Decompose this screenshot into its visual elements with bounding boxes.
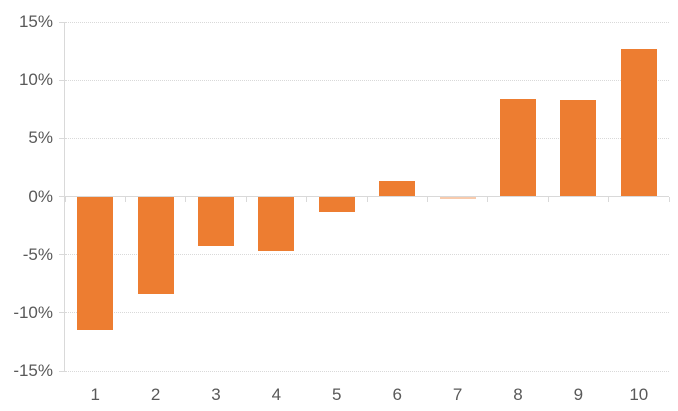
y-axis-label: 0% — [28, 186, 53, 206]
y-axis-tick — [59, 196, 65, 197]
x-axis-label: 10 — [629, 385, 649, 404]
x-axis-label: 9 — [573, 385, 584, 404]
y-axis-label: -10% — [13, 302, 53, 322]
y-axis-label: 15% — [18, 12, 53, 31]
bar-5 — [318, 197, 355, 213]
bar-10 — [620, 48, 657, 197]
gridline--10% — [65, 312, 669, 314]
x-axis-label: 8 — [513, 385, 523, 404]
x-axis-tick — [306, 196, 308, 202]
x-axis-tick — [124, 196, 126, 202]
x-axis-label: 3 — [211, 385, 221, 404]
y-axis-label: 5% — [28, 128, 53, 148]
x-axis-label: 1 — [90, 385, 100, 404]
x-axis-tick — [245, 196, 247, 202]
gridline-5% — [65, 137, 669, 139]
bar-9 — [560, 99, 597, 197]
bar-8 — [500, 98, 536, 197]
x-axis-tick — [366, 196, 368, 202]
y-axis-tick — [59, 21, 65, 23]
y-axis-tick — [59, 79, 65, 81]
gridline-15% — [65, 21, 669, 23]
x-axis-tick — [64, 196, 66, 202]
bar-6 — [379, 181, 416, 197]
y-axis-tick — [59, 254, 65, 256]
gridline-10% — [65, 79, 669, 81]
x-axis-tick — [547, 196, 549, 202]
gridline--5% — [65, 254, 669, 256]
y-axis-label: 10% — [18, 70, 53, 90]
y-axis-tick — [59, 137, 65, 139]
x-axis-tick — [487, 196, 489, 202]
x-axis-tick — [608, 196, 610, 202]
x-axis-tick — [668, 196, 670, 202]
bar-2 — [137, 197, 174, 294]
bar-1 — [77, 197, 114, 330]
gridline--15% — [65, 370, 669, 372]
x-axis-label: 2 — [150, 385, 161, 404]
y-axis-label: -15% — [13, 361, 53, 380]
x-axis-label: 7 — [452, 385, 463, 404]
y-axis-tick — [59, 370, 65, 372]
x-axis-tick — [185, 196, 187, 202]
x-axis-label: 5 — [332, 385, 342, 404]
x-axis-label: 6 — [392, 385, 402, 404]
y-axis-label: -5% — [22, 244, 53, 264]
x-axis-label: 4 — [271, 385, 282, 404]
bar-4 — [258, 197, 295, 251]
bar-3 — [198, 197, 234, 246]
y-axis-tick — [59, 312, 65, 314]
bar-7 — [439, 197, 476, 199]
x-axis-tick — [426, 196, 428, 202]
